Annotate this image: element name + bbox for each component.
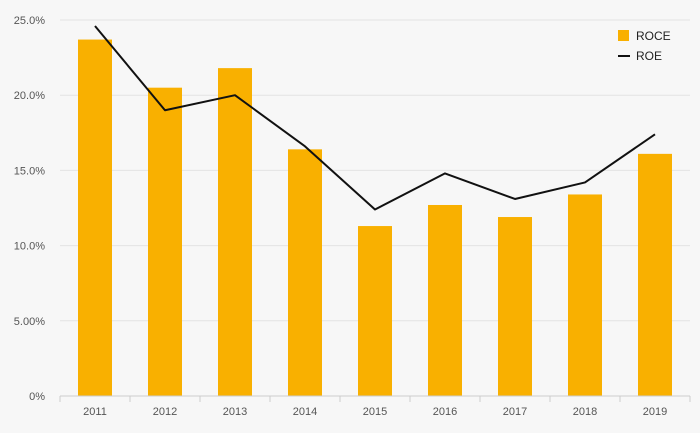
line-series-roe bbox=[94, 25, 656, 211]
y-tick-label: 5.00% bbox=[14, 316, 45, 328]
bar-roce-2017 bbox=[498, 217, 532, 396]
x-tick-label: 2017 bbox=[503, 406, 527, 418]
x-tick-label: 2012 bbox=[153, 406, 177, 418]
x-tick-label: 2015 bbox=[363, 406, 387, 418]
x-tick-label: 2016 bbox=[433, 406, 457, 418]
legend-label-roce: ROCE bbox=[636, 29, 671, 43]
bar-roce-2012 bbox=[148, 87, 182, 397]
legend-swatch-roce bbox=[618, 30, 629, 41]
bar-roce-2013 bbox=[218, 68, 252, 397]
y-tick-label: 25.0% bbox=[14, 15, 45, 27]
x-tick-label: 2019 bbox=[643, 406, 667, 418]
x-tick-label: 2011 bbox=[83, 406, 107, 418]
y-tick-label: 0% bbox=[29, 391, 45, 403]
y-axis-ticks: 0% 5.00% 10.0% 15.0% 20.0% 25.0% bbox=[14, 15, 45, 403]
x-axis-ticks: 2011 2012 2013 2014 2015 2016 2017 2018 2019 bbox=[83, 406, 667, 418]
y-tick-label: 15.0% bbox=[14, 165, 45, 177]
bar-series-roce bbox=[78, 39, 672, 397]
bar-roce-2016 bbox=[428, 204, 462, 396]
x-tick-label: 2013 bbox=[223, 406, 247, 418]
legend: ROCE ROE bbox=[618, 29, 671, 63]
x-tick-label: 2014 bbox=[293, 406, 317, 418]
legend-label-roe: ROE bbox=[636, 49, 662, 63]
y-tick-label: 10.0% bbox=[14, 241, 45, 253]
bar-roce-2019 bbox=[638, 153, 672, 396]
bar-roce-2018 bbox=[568, 194, 602, 396]
x-tick-label: 2018 bbox=[573, 406, 597, 418]
bar-roce-2011 bbox=[78, 39, 112, 396]
axes bbox=[59, 395, 691, 402]
y-tick-label: 20.0% bbox=[14, 90, 45, 102]
bar-roce-2015 bbox=[358, 226, 392, 396]
bar-roce-2014 bbox=[288, 149, 322, 396]
